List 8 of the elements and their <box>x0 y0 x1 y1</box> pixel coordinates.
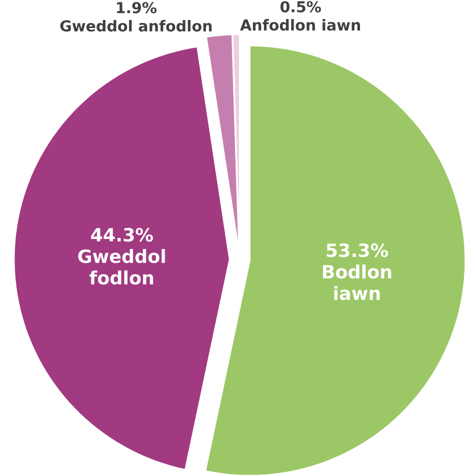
slice-label: Gweddol anfodlon <box>60 20 212 32</box>
data-label: 44.3% <box>91 228 154 242</box>
data-label: 53.3% <box>326 243 388 258</box>
slice-label: Anfodlon iawn <box>240 19 360 31</box>
slice-label: Bodlon iawn <box>323 264 392 300</box>
slice-label: Gweddol fodlon <box>78 249 166 285</box>
data-label: 1.9% <box>117 2 157 14</box>
data-label: 0.5% <box>280 1 322 12</box>
